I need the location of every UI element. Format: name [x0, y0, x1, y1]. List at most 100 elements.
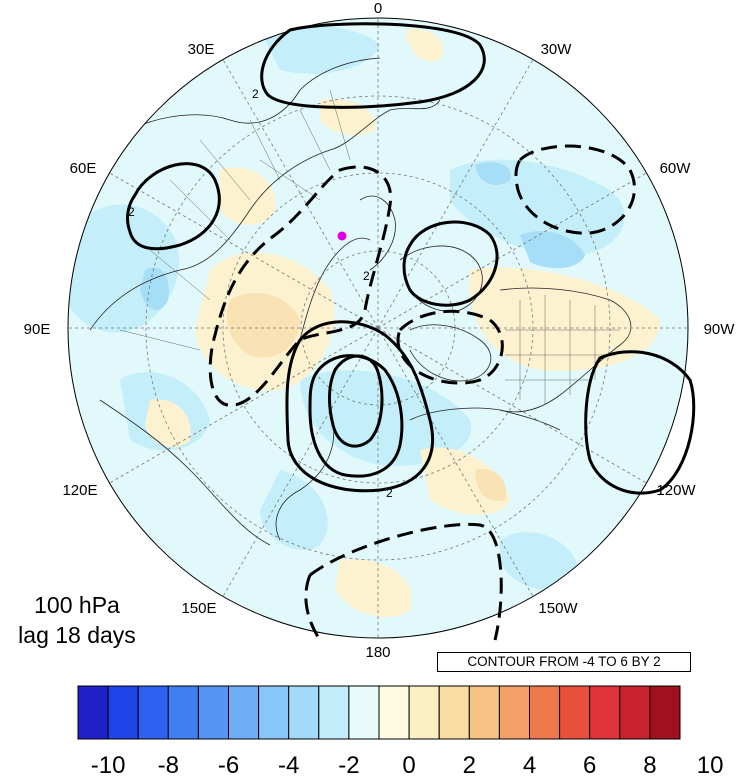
- meridian-line: [377, 327, 534, 597]
- coastline: [359, 195, 396, 271]
- anomaly-blue-patch: [520, 231, 585, 269]
- anomaly-tan-patch: [475, 469, 506, 502]
- colorbar-swatch: [649, 685, 681, 740]
- contour-labels: 2 2 2 2: [128, 87, 393, 500]
- colorbar-tick-label: 8: [643, 752, 657, 779]
- coastline: [409, 324, 492, 382]
- positive-contour: [402, 220, 499, 307]
- colorbar-tick-label: -4: [278, 752, 300, 779]
- lon-label-120w: 120W: [656, 482, 696, 499]
- lon-label-150w: 150W: [538, 600, 578, 617]
- latitude-circle: [222, 172, 534, 484]
- coastline: [399, 245, 483, 312]
- meridian-line: [377, 59, 534, 329]
- coastline: [275, 409, 335, 541]
- colorbar-swatch: [137, 685, 169, 740]
- colorbar-tick-label: 6: [583, 752, 597, 779]
- lon-label-60w: 60W: [660, 160, 692, 177]
- lag-label: lag 18 days: [18, 622, 136, 648]
- map-outline: [67, 17, 689, 639]
- border: [259, 89, 351, 201]
- anomaly-blue-patch: [260, 25, 380, 74]
- pressure-level-label: 100 hPa: [34, 592, 120, 618]
- meridian-line: [377, 327, 647, 484]
- anomaly-blue-patch: [500, 532, 580, 591]
- colorbar-tick-label: -8: [157, 752, 179, 779]
- contour-label: 2: [363, 269, 370, 283]
- lon-label-150e: 150E: [181, 600, 216, 617]
- anomaly-tan-patch: [145, 399, 191, 448]
- lon-label-90w: 90W: [704, 321, 736, 338]
- anomaly-blue-patch: [475, 162, 511, 185]
- anomaly-tan-patch: [335, 559, 412, 618]
- anomaly-blue-patch: [140, 267, 169, 311]
- lon-label-120e: 120E: [62, 482, 97, 499]
- coastline: [299, 237, 371, 341]
- contour-label: 2: [386, 486, 393, 500]
- lon-label-180: 180: [365, 644, 390, 661]
- lon-label-0: 0: [374, 0, 382, 17]
- anomaly-tan-patch: [226, 292, 300, 358]
- colorbar-tick-label: 10: [696, 752, 724, 779]
- latitude-circle: [300, 250, 456, 406]
- colorbar-swatch: [107, 685, 139, 740]
- coastline: [129, 57, 381, 131]
- coastline: [99, 399, 271, 546]
- colorbar-swatch: [197, 685, 229, 740]
- coastline: [499, 287, 632, 413]
- colorbar-swatch: [408, 685, 440, 740]
- contour-label: 2: [128, 205, 135, 219]
- meridian-line: [377, 172, 647, 329]
- negative-contour: [396, 309, 504, 385]
- colorbar: [77, 685, 681, 740]
- colorbar-swatch: [468, 685, 500, 740]
- colorbar-tick-label: -6: [217, 752, 240, 779]
- colorbar-tick-label: 4: [522, 752, 537, 779]
- anomaly-tan-patch: [220, 167, 276, 225]
- positive-contour: [328, 354, 384, 448]
- borders: [119, 89, 620, 405]
- contour-info-box: CONTOUR FROM -4 TO 6 BY 2: [437, 652, 691, 672]
- station-marker: [337, 231, 347, 241]
- colorbar-swatch: [559, 685, 591, 740]
- colorbar-swatch: [529, 685, 561, 740]
- meridian-line: [109, 327, 379, 484]
- colorbar-swatch: [498, 685, 530, 740]
- graticule: [68, 18, 688, 638]
- colorbar-swatch: [258, 685, 290, 740]
- colorbar-swatch: [589, 685, 621, 740]
- negative-contour: [208, 165, 393, 407]
- coastline: [89, 99, 441, 331]
- border: [119, 119, 281, 351]
- colorbar-swatch: [318, 685, 350, 740]
- colorbar-swatch: [77, 685, 109, 740]
- positive-contour: [260, 22, 486, 109]
- colorbar-swatch: [348, 685, 380, 740]
- border: [505, 295, 620, 405]
- longitude-labels: 0 30W 60W 90W 120W 150W 180 150E 120E 90…: [24, 0, 736, 661]
- latitude-circle: [145, 95, 611, 561]
- positive-contour: [584, 350, 696, 495]
- colorbar-tick-label: -10: [90, 752, 126, 779]
- positive-contour: [285, 320, 435, 493]
- lon-label-60e: 60E: [70, 160, 97, 177]
- colorbar-swatch: [288, 685, 320, 740]
- anomaly-tan-patch: [469, 267, 660, 371]
- colorbar-tick-label: 2: [462, 752, 476, 779]
- shading-layer: [68, 25, 660, 618]
- meridian-line: [222, 59, 379, 329]
- coastlines: [89, 57, 632, 546]
- meridian-line: [222, 327, 379, 597]
- colorbar-swatch: [438, 685, 470, 740]
- colorbar-swatch: [228, 685, 260, 740]
- contours: [126, 22, 696, 641]
- colorbar-tick-label: -2: [338, 752, 360, 779]
- colorbar-swatch: [167, 685, 199, 740]
- lon-label-30w: 30W: [541, 41, 573, 58]
- lon-label-30e: 30E: [188, 41, 215, 58]
- anomaly-tan-patch: [405, 29, 443, 62]
- meridians: [68, 18, 688, 638]
- colorbar-swatch: [378, 685, 410, 740]
- lon-label-90e: 90E: [24, 321, 51, 338]
